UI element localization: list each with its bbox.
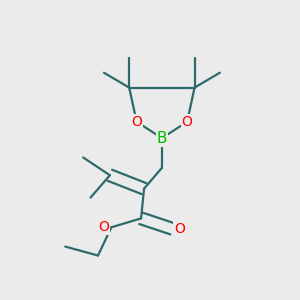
Text: O: O — [98, 220, 110, 234]
Text: O: O — [182, 115, 193, 129]
Text: B: B — [157, 130, 167, 146]
Text: O: O — [131, 115, 142, 129]
Text: O: O — [174, 222, 185, 236]
